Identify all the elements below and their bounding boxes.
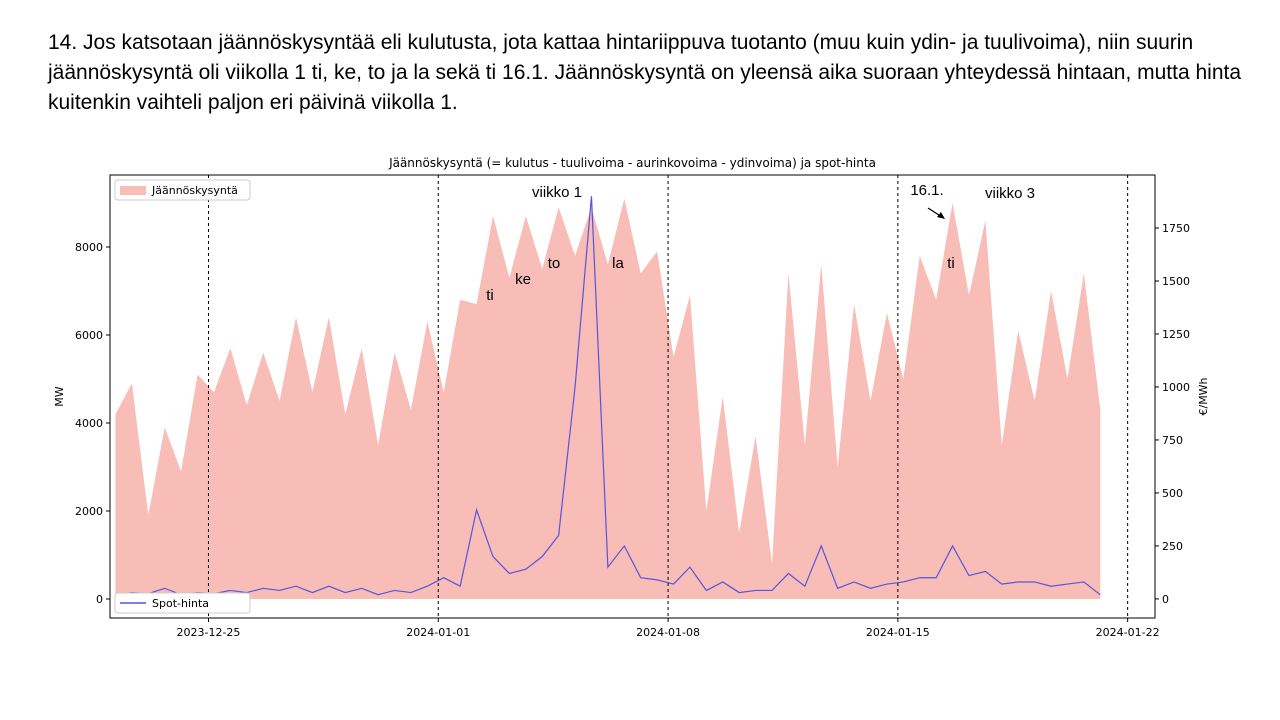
y2-tick-label: 1750 xyxy=(1162,222,1190,235)
annotation: ti xyxy=(947,255,955,272)
y2-axis-label: €/MWh xyxy=(1197,377,1210,415)
y-tick-label: 8000 xyxy=(75,241,103,254)
area xyxy=(115,198,1101,599)
legend-label: Spot-hinta xyxy=(152,597,209,610)
legend-box xyxy=(114,592,251,614)
x-tick-label: 2024-01-01 xyxy=(406,626,470,639)
slide-text: 14. Jos katsotaan jäännöskysyntää eli ku… xyxy=(48,31,1242,114)
annotation: viikko 3 xyxy=(985,185,1035,202)
x-tick-label: 2024-01-15 xyxy=(866,626,930,639)
y2-tick-label: 1250 xyxy=(1162,328,1190,341)
y-tick-label: 6000 xyxy=(75,329,103,342)
y2-tick-label: 1500 xyxy=(1162,275,1190,288)
x-tick-label: 2024-01-08 xyxy=(636,626,700,639)
x-tick-label: 2024-01-22 xyxy=(1096,626,1160,639)
plot-frame xyxy=(109,174,1156,619)
x-tick-label: 2023-12-25 xyxy=(177,626,241,639)
legend-swatch xyxy=(120,186,146,195)
annotation: viikko 1 xyxy=(532,184,582,201)
line xyxy=(115,196,1101,596)
y2-tick-label: 250 xyxy=(1162,540,1183,553)
y2-tick-label: 0 xyxy=(1162,593,1169,606)
annotation: la xyxy=(612,255,624,272)
annotation-arrowhead xyxy=(937,212,945,219)
legend-box xyxy=(114,179,251,201)
y2-tick-label: 750 xyxy=(1162,434,1183,447)
legend-label: Jäännöskysyntä xyxy=(151,184,238,197)
y2-tick-label: 500 xyxy=(1162,487,1183,500)
annotation: 16.1. xyxy=(910,182,943,199)
chart-title: Jäännöskysyntä (= kulutus - tuulivoima -… xyxy=(388,156,876,170)
annotation: to xyxy=(548,255,561,272)
y-tick-label: 4000 xyxy=(75,417,103,430)
annotation: ke xyxy=(515,271,531,288)
y-axis-label: MW xyxy=(53,386,66,406)
annotation: ti xyxy=(486,287,494,304)
y2-tick-label: 1000 xyxy=(1162,381,1190,394)
y-tick-label: 0 xyxy=(96,593,103,606)
y-tick-label: 2000 xyxy=(75,505,103,518)
